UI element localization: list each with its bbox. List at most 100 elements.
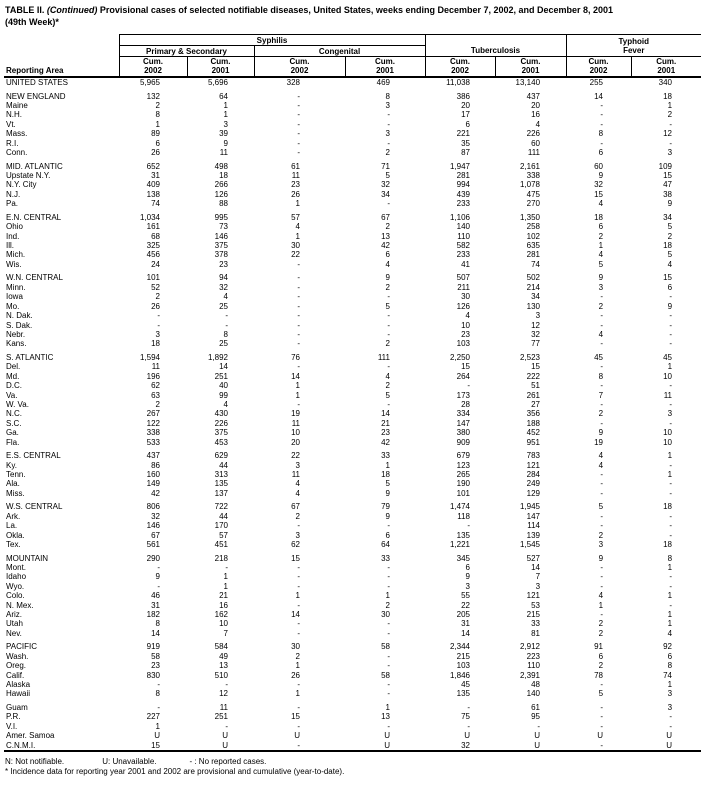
value-cell: -: [600, 563, 604, 572]
value-cell: 25: [219, 301, 228, 311]
value-cell: 1: [385, 460, 390, 470]
value-cell: 31: [151, 171, 160, 181]
value-cell: 451: [214, 540, 228, 549]
value-cell: 18: [219, 171, 228, 181]
value-cell: 123: [456, 460, 470, 470]
reporting-area-cell: UNITED STATES: [6, 78, 68, 87]
value-cell: -: [297, 101, 300, 110]
reporting-area-cell: Ky.: [6, 460, 17, 470]
value-cell: 91: [594, 642, 604, 652]
value-cell: 9: [598, 273, 604, 283]
table-row: Wash. 58 49 2 - 215 223 6 6: [4, 652, 701, 661]
reporting-area-cell: Mont.: [6, 563, 27, 572]
table-title: TABLE II. (Continued) Provisional cases …: [5, 5, 705, 28]
value-cell: 994: [456, 180, 470, 190]
value-cell: 32: [594, 180, 604, 190]
value-cell: 14: [151, 628, 160, 638]
value-cell: -: [387, 661, 390, 671]
value-cell: -: [387, 110, 390, 120]
value-cell: 1,846: [449, 670, 470, 680]
value-cell: 6: [465, 119, 470, 129]
value-cell: 34: [381, 189, 390, 199]
value-cell: 5,965: [139, 78, 160, 87]
value-cell: 5: [385, 390, 390, 400]
value-cell: -: [467, 381, 470, 391]
value-cell: 4: [598, 250, 604, 260]
value-cell: 22: [291, 451, 300, 461]
value-cell: 3: [385, 129, 390, 139]
value-cell: 266: [214, 180, 228, 190]
value-cell: -: [297, 282, 300, 292]
table-row: S.C. 122 226 11 21 147 188 - -: [4, 419, 701, 428]
value-cell: -: [297, 703, 300, 713]
value-cell: 255: [589, 78, 604, 87]
value-cell: 375: [214, 241, 228, 251]
table-row: Mo. 26 25 - 5 126 130 2 9: [4, 302, 701, 311]
value-cell: 48: [531, 680, 541, 690]
reporting-area-cell: N.C.: [6, 409, 22, 419]
table-row: Guam - 11 - 1 - 61 - 3: [4, 703, 701, 712]
value-cell: -: [600, 418, 604, 428]
value-cell: 6: [465, 563, 470, 572]
value-cell: 951: [526, 437, 541, 447]
value-cell: -: [600, 381, 604, 391]
value-cell: 3: [598, 282, 604, 292]
value-cell: 1,594: [139, 352, 160, 362]
value-cell: U: [666, 731, 673, 741]
value-cell: 2: [598, 301, 604, 311]
table-row: Utah 8 10 - - 31 33 2 1: [4, 619, 701, 628]
table-row: W.S. CENTRAL 806 722 67 79 1,474 1,945 5 18: [4, 502, 701, 511]
value-cell: -: [297, 581, 300, 591]
value-cell: 1: [385, 591, 390, 601]
value-cell: 338: [146, 428, 160, 438]
value-cell: -: [600, 740, 604, 750]
value-cell: -: [600, 680, 604, 690]
value-cell: -: [297, 129, 300, 139]
value-cell: 15: [531, 362, 541, 372]
value-cell: 1: [295, 381, 300, 391]
value-cell: 1: [295, 661, 300, 671]
value-cell: 281: [526, 250, 541, 260]
table-row: Maine 2 1 - 3 20 20 - 1: [4, 101, 701, 110]
value-cell: 2: [598, 409, 604, 419]
primary-secondary-subheader: Primary & Secondary: [118, 45, 254, 57]
value-cell: 5: [667, 250, 673, 260]
value-cell: -: [669, 339, 673, 349]
value-cell: 15: [461, 362, 470, 372]
value-cell: 73: [219, 222, 228, 232]
value-cell: 17: [461, 110, 470, 120]
value-cell: 3: [295, 530, 300, 540]
value-cell: 1: [223, 572, 228, 582]
value-cell: 227: [146, 712, 160, 722]
reporting-area-cell: Upstate N.Y.: [6, 171, 51, 181]
value-cell: 6: [385, 530, 390, 540]
table-row: Oreg. 23 13 1 - 103 110 2 8: [4, 661, 701, 670]
value-cell: 1: [667, 469, 673, 479]
value-cell: 45: [663, 352, 673, 362]
value-cell: 3: [155, 329, 160, 339]
value-cell: 6: [598, 222, 604, 232]
value-cell: 313: [214, 469, 228, 479]
value-cell: 1: [155, 119, 160, 129]
value-cell: 182: [146, 610, 160, 620]
reporting-area-cell: Calif.: [6, 670, 25, 680]
value-cell: 130: [526, 301, 541, 311]
value-cell: 475: [526, 189, 541, 199]
value-cell: U: [534, 740, 541, 750]
typhoid-fever-group-header: Typhoid Fever: [565, 34, 702, 57]
value-cell: 39: [219, 129, 228, 139]
value-cell: 99: [219, 390, 228, 400]
table-row: Upstate N.Y. 31 18 11 5 281 338 9 15: [4, 171, 701, 180]
reporting-area-cell: Md.: [6, 371, 20, 381]
table-row: Va. 63 99 1 5 173 261 7 11: [4, 391, 701, 400]
value-cell: 67: [151, 530, 160, 540]
value-cell: 44: [219, 511, 228, 521]
value-cell: -: [600, 479, 604, 489]
value-cell: 14: [291, 371, 300, 381]
table-row: Vt. 1 3 - - 6 4 - -: [4, 120, 701, 129]
value-cell: 126: [456, 301, 470, 311]
value-cell: 137: [214, 488, 228, 498]
reporting-area-cell: Ill.: [6, 241, 14, 251]
incidence-note: * Incidence data for reporting year 2001…: [5, 767, 345, 777]
value-cell: 5: [385, 301, 390, 311]
